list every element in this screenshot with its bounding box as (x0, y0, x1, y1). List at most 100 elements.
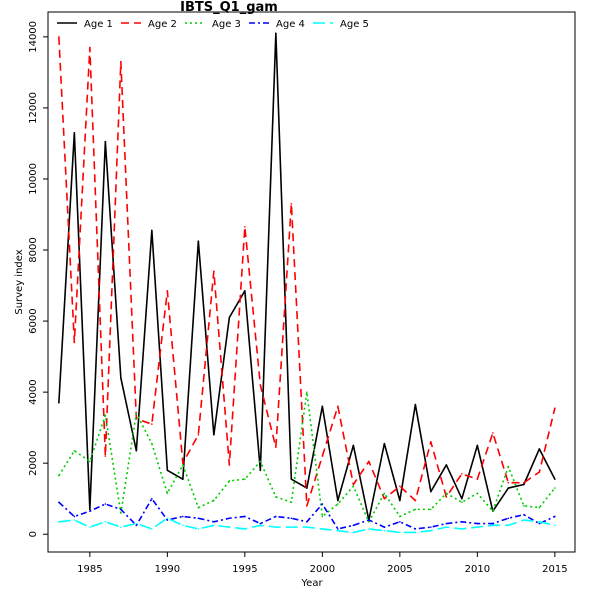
data-point (244, 226, 246, 228)
data-point (476, 444, 479, 447)
data-point (352, 485, 355, 488)
legend-item: Age 3 (185, 19, 241, 30)
x-tick-label: 2015 (542, 564, 567, 575)
data-point (352, 444, 355, 447)
data-point (337, 499, 339, 502)
data-point (461, 521, 463, 523)
y-tick-label: 8000 (28, 237, 39, 262)
data-point (89, 508, 91, 511)
data-point (259, 460, 262, 463)
data-point (538, 448, 541, 450)
data-point (399, 521, 401, 523)
data-point (538, 522, 541, 525)
data-point (213, 524, 215, 527)
data-point (414, 403, 417, 406)
data-point (523, 513, 525, 516)
data-point (166, 517, 169, 520)
data-point (58, 36, 60, 38)
data-point (197, 240, 200, 242)
data-point (554, 407, 556, 409)
data-point (228, 526, 231, 528)
y-tick-label: 12000 (28, 92, 39, 124)
series-4-group (58, 497, 556, 530)
data-point (104, 414, 107, 417)
data-point (120, 60, 122, 63)
data-point (182, 464, 184, 466)
legend-item: Age 1 (57, 19, 113, 30)
chart-title: IBTS_Q1_gam (180, 0, 278, 15)
data-point (337, 405, 339, 408)
data-point (368, 460, 370, 463)
data-point (523, 519, 525, 521)
data-point (135, 522, 138, 525)
data-point (430, 508, 432, 511)
data-point (166, 290, 169, 292)
data-point (104, 503, 107, 505)
data-point (414, 528, 417, 530)
data-point (399, 485, 401, 488)
y-tick-label: 10000 (28, 163, 39, 195)
data-point (399, 531, 401, 534)
data-point (135, 449, 138, 452)
plot-frame (47, 11, 576, 553)
series-2-group (58, 36, 556, 507)
data-point (58, 501, 60, 504)
data-point (306, 391, 308, 393)
y-tick-label: 14000 (28, 21, 39, 53)
data-point (430, 526, 432, 528)
data-point (383, 442, 386, 445)
data-point (321, 405, 324, 408)
legend: Age 1 Age 2 Age 3 Age 4 Age 5 (57, 19, 369, 30)
series-layer (58, 32, 556, 534)
data-point (507, 524, 510, 527)
data-point (197, 528, 200, 530)
data-point (58, 401, 60, 404)
data-point (352, 524, 355, 527)
data-point (244, 478, 246, 480)
data-point (368, 528, 370, 530)
data-point (89, 460, 91, 463)
data-point (445, 522, 448, 525)
data-point (399, 499, 401, 502)
data-point (135, 412, 138, 415)
data-point (337, 503, 339, 505)
data-point (476, 522, 479, 525)
x-tick-label: 2000 (310, 564, 335, 575)
data-point (244, 290, 246, 292)
data-point (259, 522, 262, 525)
y-tick-label: 6000 (28, 308, 39, 333)
legend-label: Age 4 (276, 19, 305, 30)
data-point (89, 526, 91, 528)
data-point (166, 492, 169, 495)
data-point (120, 377, 122, 379)
series-5-group (58, 517, 556, 534)
data-point (352, 483, 355, 486)
x-tick-label: 1985 (77, 564, 102, 575)
legend-label: Age 3 (212, 19, 241, 30)
x-tick-label: 2005 (387, 564, 412, 575)
data-point (306, 526, 308, 528)
series-line-1 (58, 32, 556, 521)
data-point (166, 469, 169, 472)
data-point (306, 505, 308, 507)
x-tick-label: 1995 (232, 564, 257, 575)
data-point (58, 474, 60, 477)
data-point (244, 528, 246, 530)
data-point (290, 501, 293, 504)
data-point (290, 203, 293, 205)
data-point (244, 515, 246, 518)
data-point (89, 46, 91, 49)
legend-label: Age 1 (84, 19, 113, 30)
data-point (383, 529, 386, 532)
data-point (182, 462, 184, 464)
data-point (275, 526, 277, 528)
data-point (120, 512, 122, 514)
data-point (523, 483, 525, 486)
data-point (73, 341, 76, 344)
data-point (492, 510, 494, 512)
data-point (228, 517, 231, 520)
data-point (259, 524, 262, 527)
y-axis-title: Survey index (14, 249, 25, 314)
data-point (290, 478, 293, 480)
